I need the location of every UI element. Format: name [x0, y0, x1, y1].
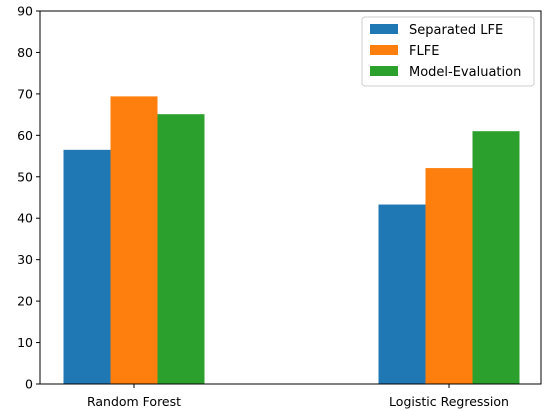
bar-model-evaluation-logistic-regression	[472, 131, 520, 384]
y-tick-label: 50	[17, 169, 33, 184]
legend-swatch	[370, 66, 398, 76]
legend-swatch	[370, 24, 398, 34]
y-tick-label: 10	[17, 335, 33, 350]
x-tick-label: Random Forest	[87, 394, 181, 409]
bar-flfe-random-forest	[110, 96, 158, 385]
bar-separated-lfe-random-forest	[63, 149, 111, 384]
y-tick-label: 80	[17, 45, 33, 60]
y-tick-label: 20	[17, 294, 33, 309]
y-axis: 0 10 20 30 40 50 60 70 80 90	[17, 4, 40, 392]
y-tick-label: 40	[17, 211, 33, 226]
bar-flfe-logistic-regression	[425, 168, 473, 384]
legend-label: Model-Evaluation	[409, 65, 521, 80]
y-tick-label: 70	[17, 86, 33, 101]
plot-frame	[39, 10, 542, 385]
bar-separated-lfe-logistic-regression	[378, 204, 426, 384]
bar-model-evaluation-random-forest	[157, 114, 205, 385]
legend: Separated LFE FLFE Model-Evaluation	[361, 16, 535, 87]
y-tick-label: 60	[17, 128, 33, 143]
y-tick-label: 0	[25, 377, 33, 392]
legend-swatch	[370, 45, 398, 55]
y-tick-label: 90	[17, 4, 33, 19]
y-tick-label: 30	[17, 252, 33, 267]
x-axis: Random Forest Logistic Regression	[87, 384, 509, 409]
bars-group	[63, 96, 520, 385]
legend-label: Separated LFE	[409, 23, 503, 38]
legend-label: FLFE	[409, 44, 439, 59]
legend-box	[361, 16, 535, 87]
x-tick-label: Logistic Regression	[389, 394, 509, 409]
